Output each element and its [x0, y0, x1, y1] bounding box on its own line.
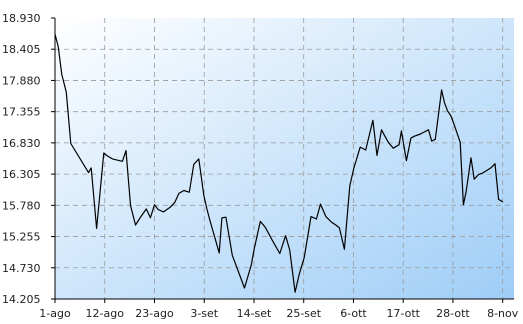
y-tick-label: 16.305 — [2, 168, 41, 181]
y-tick-label: 16.830 — [2, 137, 41, 150]
y-tick-label: 14.730 — [2, 262, 41, 275]
x-axis-ticks: 1-ago 12-ago 23-ago 3-set 14-set 25-set 6-ott 1… — [39, 299, 519, 320]
x-tick-label: 12-ago — [86, 307, 125, 320]
x-tick-label: 25-set — [286, 307, 321, 320]
x-tick-label: 8-nov — [487, 307, 519, 320]
x-tick-label: 6-ott — [340, 307, 367, 320]
y-tick-label: 18.405 — [2, 43, 41, 56]
x-tick-label: 28-ott — [436, 307, 470, 320]
y-tick-label: 17.355 — [2, 106, 41, 119]
series-line — [54, 33, 504, 293]
plot-area — [55, 18, 514, 299]
x-tick-label: 14-set — [237, 307, 272, 320]
y-tick-label: 15.255 — [2, 231, 41, 244]
y-tick-label: 18.930 — [2, 12, 41, 25]
x-tick-label: 23-ago — [135, 307, 174, 320]
y-tick-label: 14.205 — [2, 293, 41, 306]
x-tick-label: 3-set — [190, 307, 218, 320]
y-tick-label: 17.880 — [2, 74, 41, 87]
axes — [54, 18, 514, 300]
y-axis-ticks: 18.930 18.405 17.880 17.355 16.830 16.305 15.7… — [2, 12, 55, 306]
y-tick-label: 15.780 — [2, 199, 41, 212]
x-tick-label: 17-ott — [386, 307, 420, 320]
x-tick-label: 1-ago — [39, 307, 71, 320]
